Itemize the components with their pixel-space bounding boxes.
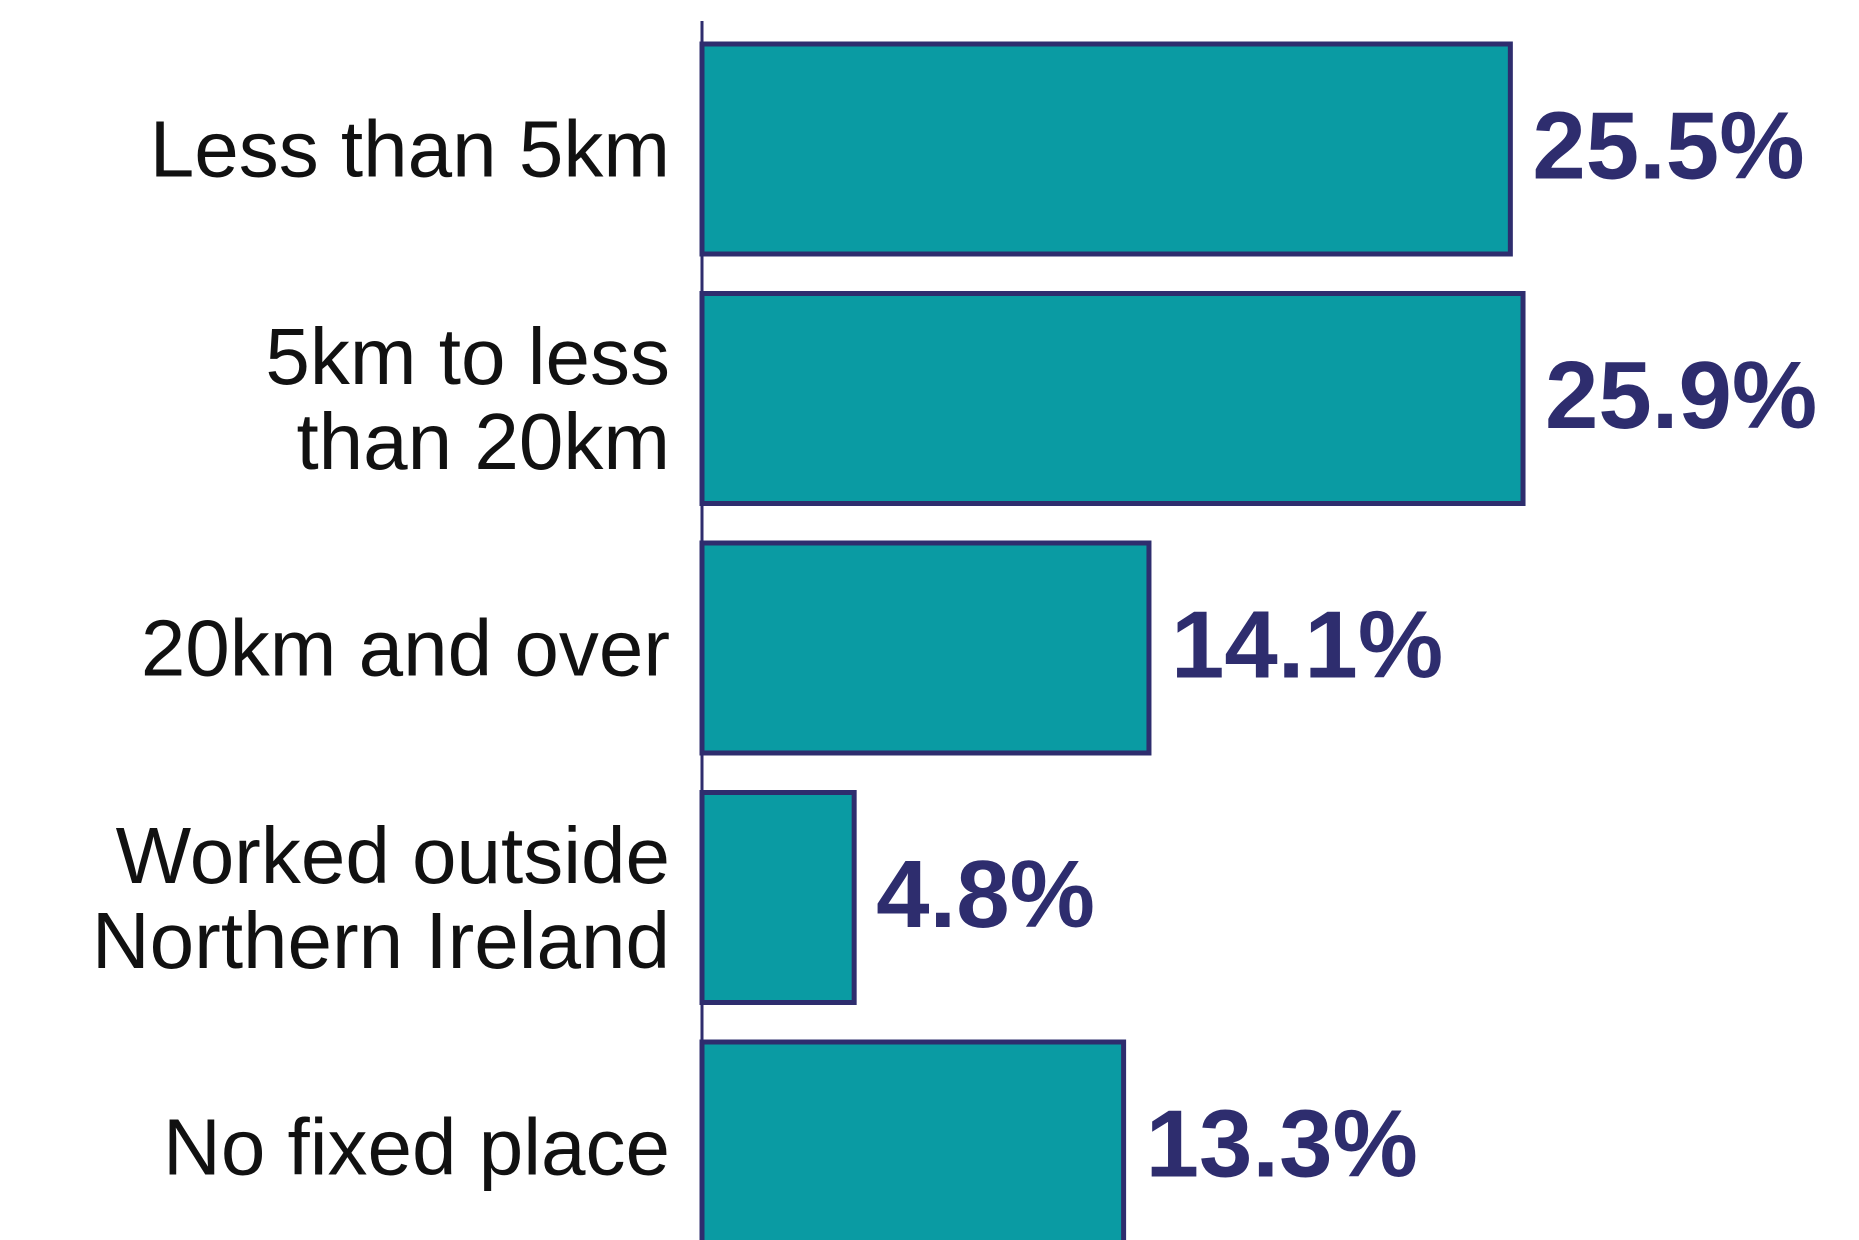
bar bbox=[699, 1039, 1127, 1240]
value-label: 4.8% bbox=[876, 841, 1095, 948]
category-label: Worked outside Northern Ireland bbox=[91, 810, 670, 985]
category-label: 5km to less than 20km bbox=[265, 311, 670, 486]
bar bbox=[699, 41, 1513, 257]
category-label: No fixed place bbox=[163, 1102, 670, 1192]
bar bbox=[699, 790, 857, 1005]
value-label: 13.3% bbox=[1146, 1090, 1418, 1197]
category-label: 20km and over bbox=[140, 603, 670, 693]
bar bbox=[699, 540, 1152, 756]
value-label: 14.1% bbox=[1171, 591, 1443, 698]
value-label: 25.9% bbox=[1545, 342, 1817, 449]
bar bbox=[699, 291, 1526, 506]
value-label: 25.5% bbox=[1532, 92, 1804, 199]
category-label: Less than 5km bbox=[149, 104, 670, 194]
